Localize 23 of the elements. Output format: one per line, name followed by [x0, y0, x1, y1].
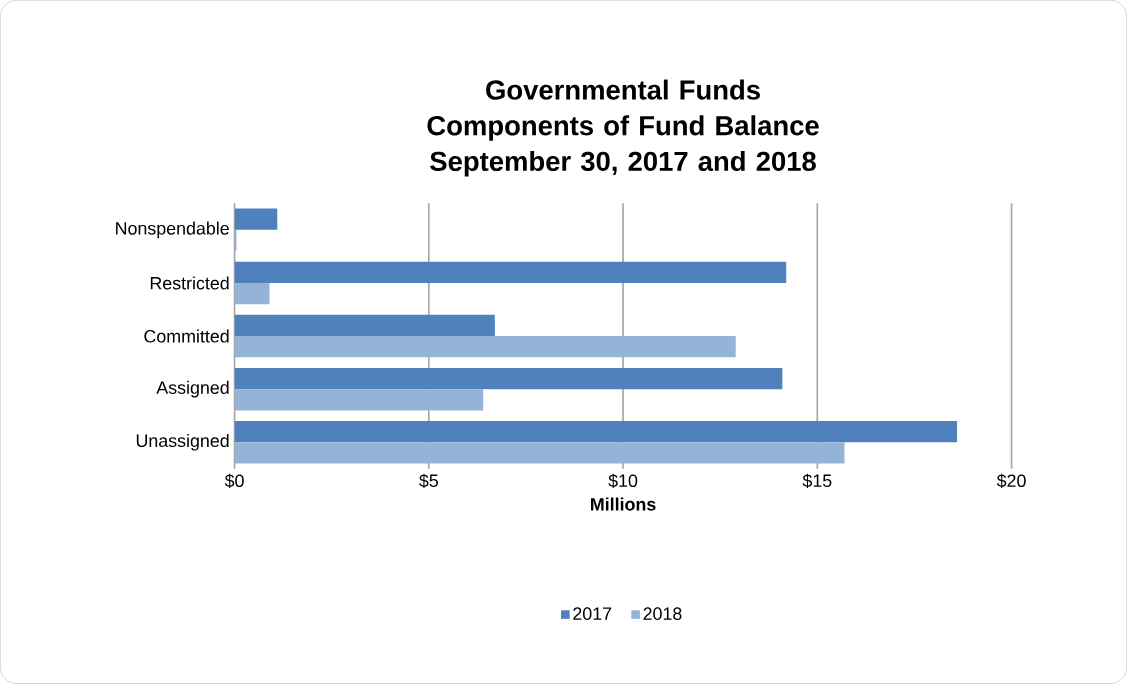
x-axis-title: Millions — [591, 497, 656, 511]
x-tick-label: $15 — [802, 473, 832, 489]
legend-label: 2017 — [573, 607, 612, 621]
y-tick-label: Assigned — [156, 380, 229, 398]
bar — [234, 314, 495, 337]
bar — [234, 421, 958, 443]
x-tick-label: $10 — [608, 473, 638, 489]
y-tick-label: Unassigned — [136, 434, 229, 451]
y-tick-label: Restricted — [150, 276, 229, 290]
bar — [234, 283, 270, 305]
bar — [234, 442, 845, 464]
x-tick-label: $20 — [996, 473, 1026, 489]
y-tick-label: Committed — [144, 329, 229, 343]
y-tick-label: Nonspendable — [116, 221, 229, 239]
bar — [234, 368, 783, 390]
bar — [234, 261, 787, 284]
legend-label: 2018 — [643, 607, 682, 621]
bar — [234, 208, 278, 230]
chart-title: Governmental Funds Components of Fund Balance September 30, 2017 and 2018 — [427, 79, 819, 177]
x-tick-label: $5 — [419, 473, 438, 489]
bar — [234, 336, 736, 358]
bar — [234, 389, 484, 411]
x-tick-label: $0 — [224, 473, 244, 489]
